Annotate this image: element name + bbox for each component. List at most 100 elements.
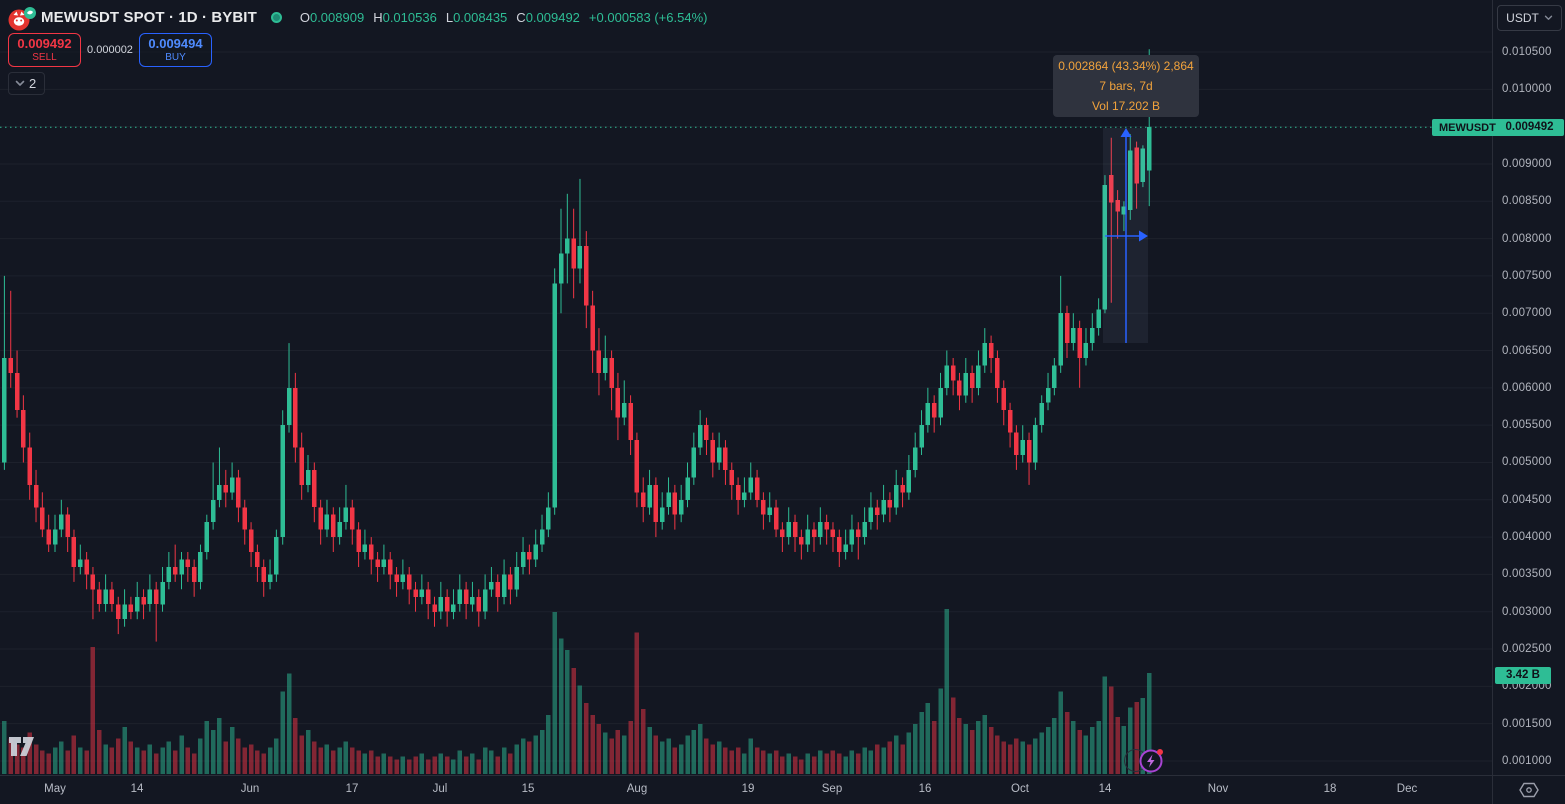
- sell-button[interactable]: 0.009492 SELL: [8, 33, 81, 67]
- candle-body: [546, 507, 551, 530]
- candle-body: [634, 440, 640, 493]
- candle-body: [571, 238, 576, 269]
- symbol-title[interactable]: MEWUSDT SPOT · 1D · BYBIT: [41, 9, 257, 26]
- candle-body: [837, 537, 842, 552]
- time-tick-label: Nov: [1207, 783, 1229, 795]
- volume-bar: [729, 750, 735, 774]
- volume-bar: [1071, 720, 1076, 774]
- price-tick-label: 0.007000: [1502, 307, 1552, 320]
- candle-body: [1026, 440, 1032, 463]
- candle-body: [1140, 148, 1146, 182]
- candle-body: [704, 425, 709, 441]
- candle-body: [912, 447, 918, 470]
- candle-body: [463, 589, 469, 605]
- candle-body: [1014, 432, 1019, 455]
- candle-body: [350, 507, 355, 530]
- volume-bar: [596, 723, 602, 774]
- candle-body: [33, 484, 39, 508]
- measure-price-change: 0.002864 (43.34%) 2,864: [1058, 59, 1194, 73]
- candle-body: [331, 514, 336, 538]
- tradingview-logo-icon[interactable]: [9, 737, 39, 761]
- candle-body: [267, 574, 273, 582]
- candle-body: [723, 447, 728, 470]
- volume-bar: [1096, 720, 1101, 774]
- candle-body: [1102, 184, 1108, 310]
- candle-body: [577, 246, 583, 269]
- buy-button[interactable]: 0.009494 BUY: [139, 33, 212, 67]
- volume-bar: [969, 729, 975, 775]
- measure-right-arrow-icon: [1139, 230, 1148, 242]
- volume-bar: [286, 673, 292, 774]
- candle-body: [274, 537, 279, 575]
- time-axis[interactable]: May 14 Jun 17 Jul 15 Aug 19 Sep 16 Oct 14 Nov 18 Dec: [0, 775, 1565, 804]
- candle-body: [843, 544, 848, 553]
- candle-body: [444, 596, 450, 612]
- candle-body: [59, 514, 64, 530]
- volume-bar: [887, 741, 893, 774]
- candle-body: [596, 350, 602, 373]
- candle-body: [678, 499, 684, 515]
- volume-bar: [723, 747, 728, 775]
- price-axis[interactable]: USDT 0.0105000.0100000.0095000.0090000.0…: [1492, 0, 1565, 775]
- volume-bar: [84, 750, 89, 774]
- price-tick-label: 0.010500: [1502, 46, 1552, 58]
- candle-body: [1109, 175, 1114, 203]
- volume-bar: [1039, 732, 1044, 774]
- time-tick-label: Oct: [1011, 783, 1029, 795]
- volume-bar: [1026, 744, 1032, 774]
- candle-body: [710, 440, 716, 463]
- object-tree-dropdown[interactable]: 2: [8, 72, 46, 95]
- volume-bar: [261, 753, 266, 774]
- volume-bar: [824, 753, 829, 774]
- volume-bar: [900, 744, 905, 774]
- candle-body: [71, 537, 77, 567]
- quick-trade-button[interactable]: [1138, 747, 1165, 774]
- volume-bar: [653, 735, 659, 774]
- candle-body: [242, 507, 247, 530]
- volume-bar: [761, 750, 766, 774]
- candle-body: [217, 484, 222, 500]
- candle-body: [1058, 313, 1063, 366]
- volume-bar: [476, 759, 482, 775]
- candle-body: [438, 596, 444, 612]
- mew-coin-logo-icon[interactable]: [8, 6, 36, 31]
- price-tick-label: 0.001000: [1502, 755, 1552, 767]
- price-tick-label: 0.003000: [1502, 605, 1552, 618]
- candle-body: [65, 514, 70, 538]
- volume-bar: [1045, 726, 1051, 774]
- candle-body: [716, 447, 722, 463]
- candle-body: [659, 507, 665, 523]
- candle-body: [691, 447, 697, 478]
- volume-bar: [818, 750, 823, 774]
- market-status-dot-icon[interactable]: [270, 12, 282, 23]
- candle-body: [236, 477, 241, 508]
- chart-svg[interactable]: [0, 0, 1492, 775]
- volume-bar: [1102, 676, 1108, 774]
- volume-bar: [489, 750, 494, 774]
- ohlc-low: L0.008435: [445, 10, 508, 25]
- candle-body: [425, 589, 431, 605]
- candle-body: [8, 358, 13, 373]
- volume-bar: [134, 747, 140, 775]
- volume-bar: [274, 738, 279, 774]
- volume-bar: [185, 747, 191, 775]
- candle-body: [122, 604, 127, 620]
- candle-body: [590, 305, 595, 351]
- volume-bar: [242, 747, 247, 775]
- volume-bar: [1083, 735, 1089, 774]
- candle-body: [387, 559, 393, 575]
- currency-unit-button[interactable]: USDT: [1497, 5, 1562, 31]
- axis-settings-button[interactable]: [1492, 775, 1565, 804]
- volume-bar: [1090, 726, 1095, 774]
- volume-bar: [622, 735, 627, 774]
- volume-bar: [634, 632, 640, 774]
- time-tick-label: 19: [741, 783, 755, 795]
- volume-bar: [995, 735, 1000, 774]
- candle-body: [1146, 127, 1152, 171]
- volume-bar: [204, 720, 210, 774]
- volume-bar: [14, 744, 20, 774]
- volume-bar: [248, 744, 254, 774]
- candle-body: [413, 589, 418, 597]
- candle-body: [1039, 402, 1044, 426]
